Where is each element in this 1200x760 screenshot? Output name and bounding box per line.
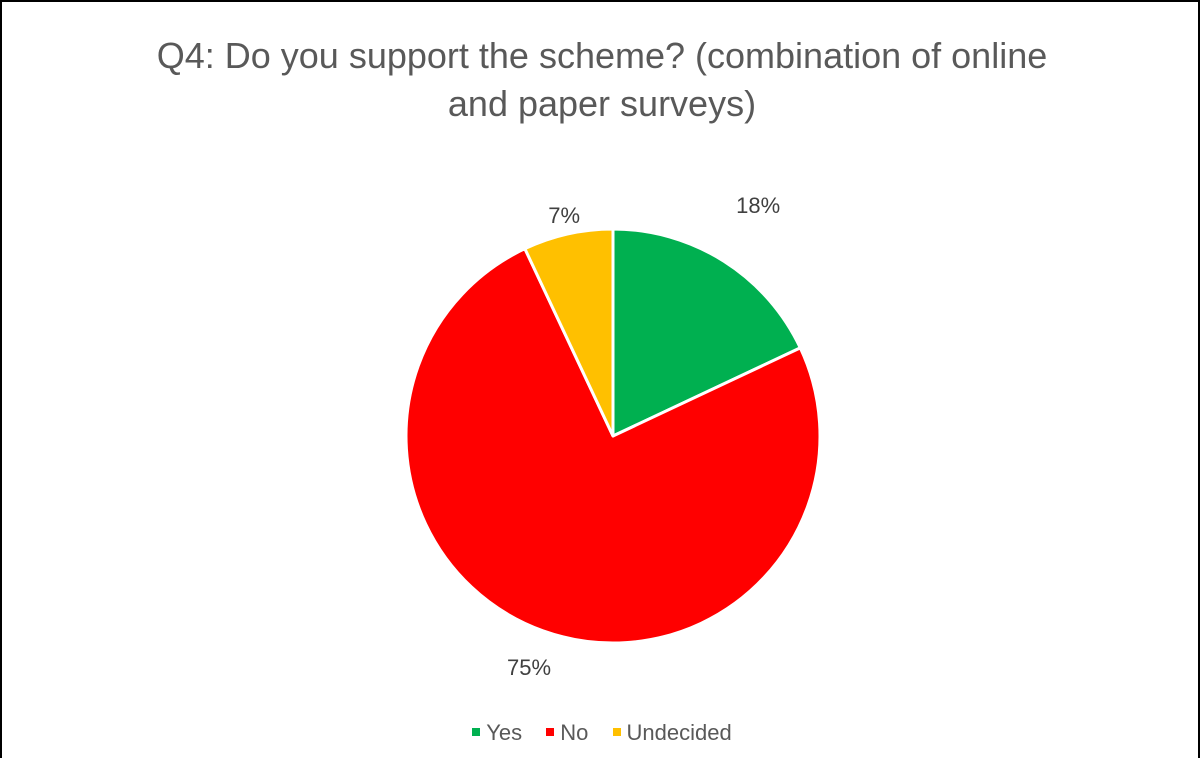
pie-slice-no <box>404 247 822 645</box>
legend-item-yes: Yes <box>472 720 522 746</box>
legend-label-undecided: Undecided <box>626 720 732 745</box>
legend-swatch-no <box>546 728 555 737</box>
legend-swatch-yes <box>472 728 481 737</box>
data-label-undecided: 7% <box>548 203 580 228</box>
chart-title-text: Q4: Do you support the scheme? (combinat… <box>156 35 1048 124</box>
pie-slice-yes <box>611 227 802 438</box>
legend-label-yes: Yes <box>486 720 523 745</box>
chart-title: Q4: Do you support the scheme? (combinat… <box>2 32 1200 128</box>
legend-label-no: No <box>560 720 589 745</box>
legend-swatch-undecided <box>612 728 621 737</box>
chart-legend: Yes No Undecided <box>2 720 1200 746</box>
pie-slice-undecided <box>523 227 615 438</box>
data-label-no: 75% <box>507 655 551 680</box>
legend-item-no: No <box>546 720 588 746</box>
pie-data-labels: 18% 75% 7% <box>507 193 780 680</box>
legend-item-undecided: Undecided <box>612 720 732 746</box>
pie-slices <box>404 227 822 645</box>
data-label-yes: 18% <box>736 193 780 218</box>
